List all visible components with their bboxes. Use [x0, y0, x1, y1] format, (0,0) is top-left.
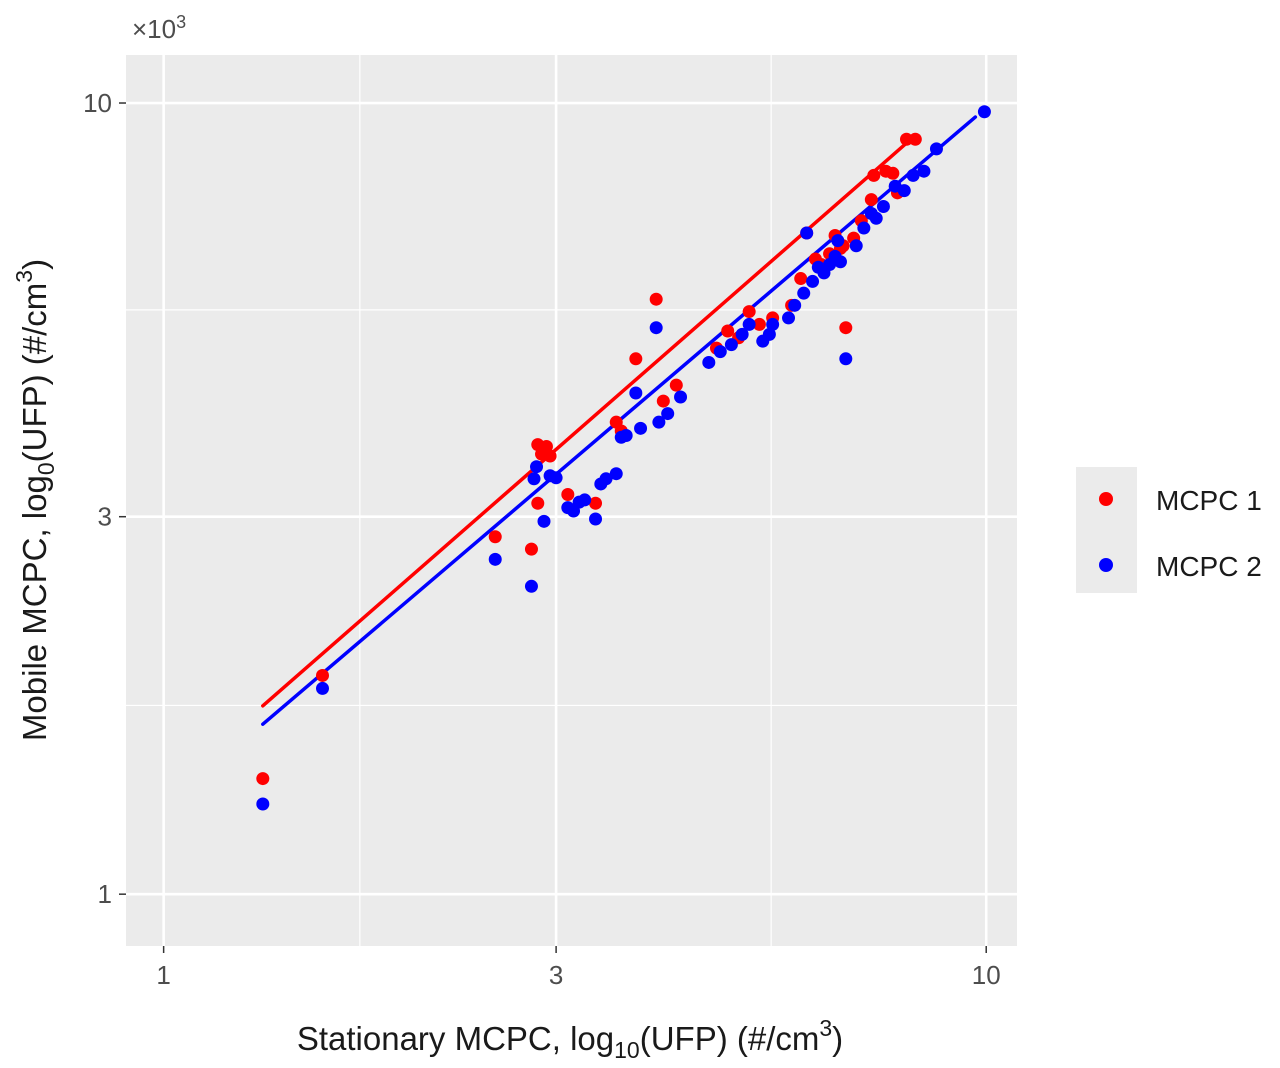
data-point-series-2: [702, 355, 716, 369]
data-point-series-2: [857, 221, 871, 235]
legend-key-mcpc1: [1099, 492, 1113, 506]
x-tick-label: 1: [156, 960, 170, 990]
data-point-series-1: [752, 317, 766, 331]
data-point-series-2: [742, 317, 756, 331]
legend-key-background: [1076, 467, 1137, 593]
x-tick-label: 3: [549, 960, 563, 990]
data-point-series-1: [908, 132, 922, 146]
data-point-series-1: [488, 530, 502, 544]
data-point-series-1: [669, 378, 683, 392]
data-point-series-1: [867, 168, 881, 182]
legend-label-mcpc1: MCPC 1: [1156, 485, 1262, 516]
data-point-series-2: [549, 471, 563, 485]
data-point-series-1: [543, 449, 557, 463]
data-point-series-2: [876, 199, 890, 213]
data-point-series-1: [794, 272, 808, 286]
data-point-series-1: [315, 668, 329, 682]
data-point-series-2: [649, 321, 663, 335]
legend-label-mcpc2: MCPC 2: [1156, 551, 1262, 582]
legend: MCPC 1 MCPC 2: [1076, 467, 1262, 593]
data-point-series-2: [800, 226, 814, 240]
data-point-series-2: [527, 472, 541, 486]
data-point-series-2: [578, 493, 592, 507]
data-point-series-1: [742, 305, 756, 319]
data-point-series-1: [561, 488, 575, 502]
data-point-series-2: [488, 552, 502, 566]
data-point-series-1: [256, 772, 270, 786]
data-point-series-2: [766, 317, 780, 331]
data-point-series-2: [713, 345, 727, 359]
data-point-series-1: [629, 352, 643, 366]
data-point-series-2: [652, 415, 666, 429]
data-point-series-2: [629, 386, 643, 400]
data-point-series-2: [782, 311, 796, 325]
data-point-series-1: [721, 324, 735, 338]
y-axis-ticks: 1 3 10: [83, 88, 126, 909]
data-point-series-1: [531, 496, 545, 510]
data-point-series-2: [849, 239, 863, 253]
data-point-series-2: [831, 234, 845, 248]
legend-key-mcpc2: [1099, 558, 1113, 572]
x-axis-ticks: 1 3 10: [156, 946, 1001, 990]
y-axis-title: Mobile MCPC, log0(UFP) (#/cm3): [11, 259, 59, 741]
data-point-series-2: [806, 274, 820, 288]
data-point-series-2: [917, 164, 931, 178]
data-point-series-2: [762, 327, 776, 341]
data-point-series-2: [674, 390, 688, 404]
data-point-series-2: [530, 460, 544, 474]
x-axis-title: Stationary MCPC, log10(UFP) (#/cm3): [297, 1015, 843, 1063]
data-point-series-2: [839, 352, 853, 366]
data-point-series-1: [589, 496, 603, 510]
data-point-series-2: [906, 168, 920, 182]
data-point-series-1: [649, 292, 663, 306]
data-point-series-2: [315, 681, 329, 695]
scale-annotation: ×103: [132, 12, 186, 44]
data-points: [256, 105, 991, 811]
x-tick-label: 10: [972, 960, 1001, 990]
data-point-series-1: [524, 542, 538, 556]
data-point-series-2: [256, 797, 270, 811]
data-point-series-1: [886, 166, 900, 180]
data-point-series-2: [869, 211, 883, 225]
data-point-series-2: [589, 512, 603, 526]
data-point-series-2: [977, 105, 991, 119]
data-point-series-1: [656, 394, 670, 408]
data-point-series-2: [929, 142, 943, 156]
data-point-series-2: [634, 421, 648, 435]
data-point-series-2: [724, 338, 738, 352]
data-point-series-2: [524, 579, 538, 593]
data-point-series-1: [839, 321, 853, 335]
plot-panel: [126, 55, 1017, 946]
data-point-series-2: [833, 255, 847, 269]
data-point-series-1: [864, 193, 878, 207]
y-tick-label: 10: [83, 88, 112, 118]
data-point-series-2: [735, 327, 749, 341]
data-point-series-2: [897, 184, 911, 198]
data-point-series-2: [661, 407, 675, 421]
y-tick-label: 3: [98, 502, 112, 532]
data-point-series-2: [788, 298, 802, 312]
data-point-series-2: [609, 467, 623, 481]
data-point-series-2: [619, 428, 633, 442]
data-point-series-2: [599, 472, 613, 486]
y-tick-label: 1: [98, 879, 112, 909]
data-point-series-2: [797, 286, 811, 300]
data-point-series-2: [537, 514, 551, 528]
